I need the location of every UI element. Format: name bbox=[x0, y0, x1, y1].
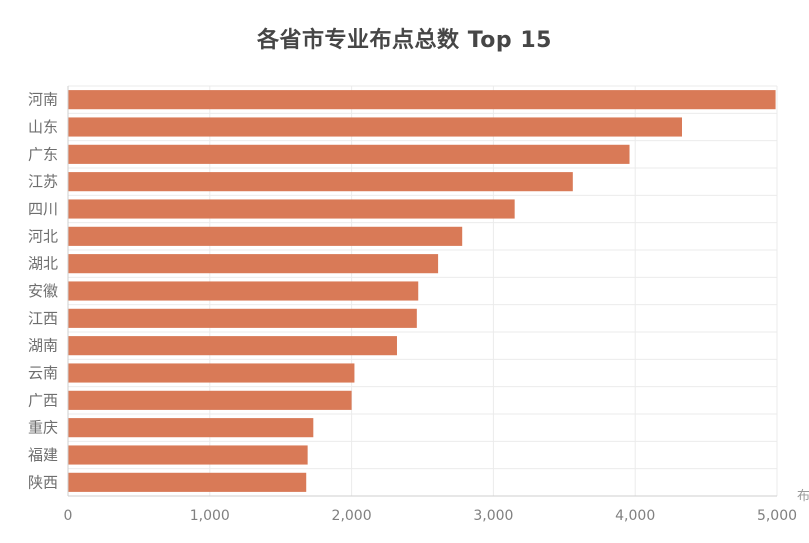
bar-广西 bbox=[68, 390, 352, 410]
bar-河南 bbox=[68, 90, 776, 110]
x-tick-label: 5,000 bbox=[757, 508, 797, 524]
y-tick-label: 重庆 bbox=[28, 419, 58, 437]
y-tick-label: 江西 bbox=[28, 309, 58, 327]
bar-湖南 bbox=[68, 336, 397, 356]
x-tick-label: 4,000 bbox=[615, 508, 655, 524]
y-tick-label: 河南 bbox=[28, 91, 58, 109]
y-tick-label: 安徽 bbox=[28, 282, 58, 300]
y-tick-label: 江苏 bbox=[28, 173, 58, 191]
x-axis-title: 布点总数 bbox=[797, 489, 809, 504]
x-tick-label: 0 bbox=[64, 508, 73, 524]
y-tick-label: 湖南 bbox=[28, 337, 58, 355]
axes bbox=[67, 86, 777, 497]
bar-四川 bbox=[68, 199, 515, 219]
bar-江西 bbox=[68, 308, 417, 328]
x-tick-label: 2,000 bbox=[332, 508, 372, 524]
y-tick-label: 山东 bbox=[28, 118, 58, 136]
bar-湖北 bbox=[68, 254, 439, 274]
bars bbox=[68, 90, 776, 492]
bar-广东 bbox=[68, 144, 630, 164]
y-tick-label: 云南 bbox=[28, 364, 58, 382]
bar-江苏 bbox=[68, 172, 573, 192]
bar-陕西 bbox=[68, 472, 307, 492]
y-tick-label: 四川 bbox=[28, 200, 58, 218]
y-tick-label: 河北 bbox=[28, 227, 58, 245]
bar-河北 bbox=[68, 226, 463, 246]
y-tick-label: 陕西 bbox=[28, 473, 58, 491]
bar-安徽 bbox=[68, 281, 419, 301]
bar-福建 bbox=[68, 445, 308, 465]
bar-重庆 bbox=[68, 418, 314, 438]
x-tick-label: 3,000 bbox=[473, 508, 513, 524]
y-tick-label: 福建 bbox=[28, 446, 58, 464]
y-tick-label: 广东 bbox=[28, 145, 58, 163]
bar-云南 bbox=[68, 363, 355, 383]
y-tick-label: 湖北 bbox=[28, 255, 58, 273]
x-tick-label: 1,000 bbox=[190, 508, 230, 524]
chart-title: 各省市专业布点总数 Top 15 bbox=[257, 28, 552, 53]
bar-山东 bbox=[68, 117, 682, 137]
y-tick-label: 广西 bbox=[28, 391, 58, 409]
